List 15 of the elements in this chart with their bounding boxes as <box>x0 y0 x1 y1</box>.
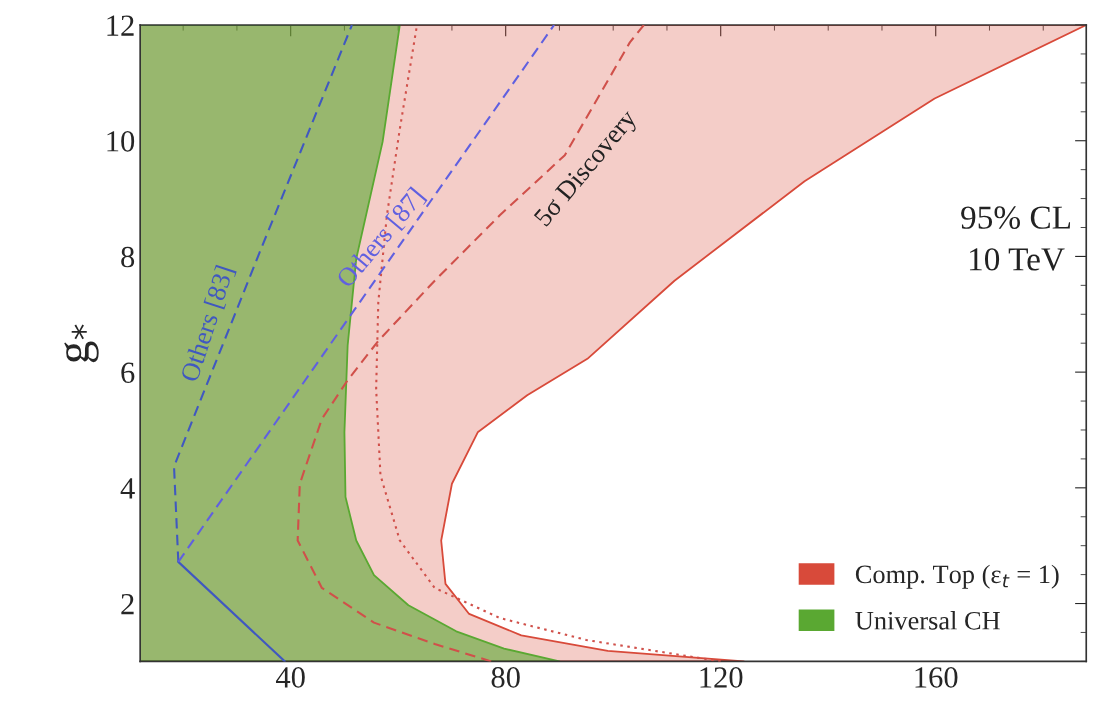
legend-label: Comp. Top (ε$_{t}$ = 1) <box>855 564 1059 589</box>
x-tick-label: 120 <box>700 667 743 688</box>
y-tick-label: 12 <box>107 15 134 36</box>
x-tick-label: 160 <box>915 667 958 688</box>
y-tick-label: 4 <box>120 478 135 499</box>
y-tick-label: 2 <box>121 593 134 615</box>
x-tick-label: 80 <box>491 667 520 688</box>
y-axis-title: g$_{*}$ <box>64 324 99 363</box>
legend-label: Universal CH <box>855 611 1000 630</box>
y-tick-label: 6 <box>121 362 135 384</box>
annotation: 95% CL 10 TeV <box>961 206 1071 271</box>
y-tick-label: 10 <box>107 131 135 152</box>
annotation: Others [83] <box>179 264 237 384</box>
y-tick-label: 8 <box>121 246 135 268</box>
x-tick-label: 40 <box>275 667 305 688</box>
